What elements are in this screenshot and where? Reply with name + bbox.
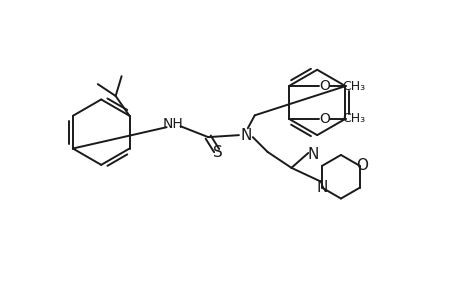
Text: O: O (319, 112, 329, 126)
Text: O: O (319, 79, 329, 93)
Text: N: N (240, 128, 251, 142)
Text: N: N (316, 180, 327, 195)
Text: CH₃: CH₃ (342, 80, 365, 93)
Text: O: O (355, 158, 367, 173)
Text: CH₃: CH₃ (342, 112, 365, 125)
Text: NH: NH (162, 117, 183, 131)
Text: N: N (307, 148, 318, 163)
Text: S: S (213, 146, 223, 160)
